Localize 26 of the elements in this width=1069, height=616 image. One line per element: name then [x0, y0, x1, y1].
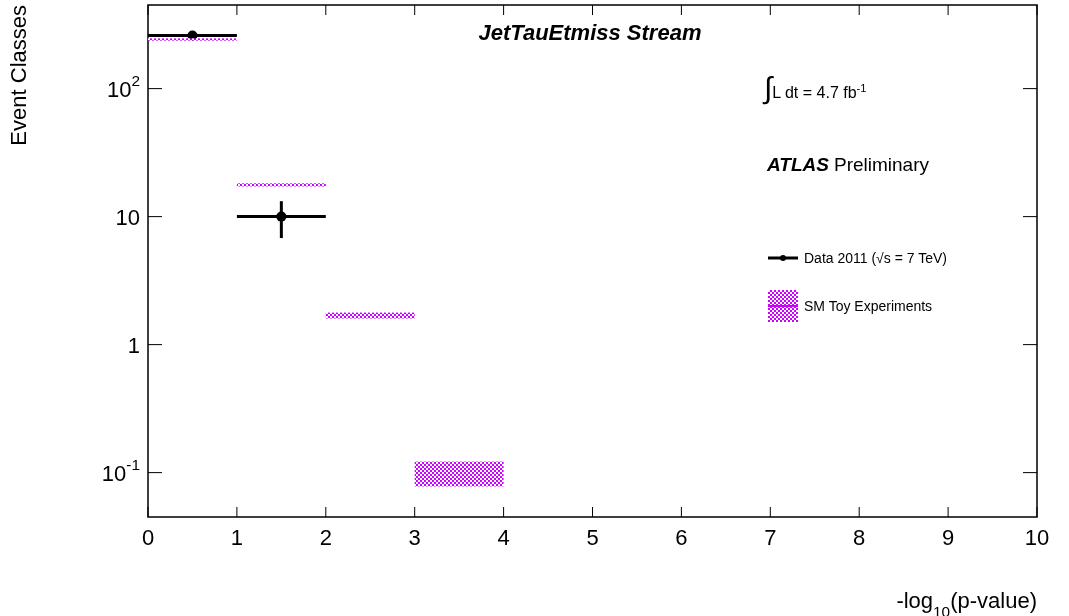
bar	[414, 461, 504, 487]
y-axis-title: Event Classes	[6, 5, 31, 146]
bar	[148, 38, 237, 41]
x-tick-label: 2	[319, 525, 332, 550]
bar	[236, 183, 326, 187]
x-tick-label: 0	[141, 525, 155, 550]
x-tick-label: 1	[230, 525, 244, 550]
x-tick-label: 8	[853, 525, 866, 550]
y-tick-label: 10	[115, 204, 140, 230]
y-tick-label: 10$^{-1}$	[101, 455, 140, 486]
y-tick-label: 1	[127, 332, 140, 358]
x-tick-label: 4	[497, 525, 510, 550]
annotation: ∫L dt = 4.7 fb$^{-1}$	[762, 71, 867, 105]
x-tick-label: 7	[764, 525, 777, 550]
annotation: JetTauEtmiss Stream	[478, 20, 702, 45]
x-tick-label: 9	[941, 525, 955, 550]
annotation: ATLAS	[766, 154, 830, 175]
annotation: Preliminary	[834, 154, 930, 175]
x-axis-title: -log$_{10}$(p-value)	[896, 588, 1037, 616]
x-tick-label: 10	[1024, 525, 1050, 550]
legend-label: SM Toy Experiments	[804, 298, 933, 314]
x-tick-label: 5	[586, 525, 599, 550]
x-tick-label: 6	[675, 525, 688, 550]
x-tick-label: 3	[408, 525, 421, 550]
legend-label: Data 2011 (√s = 7 TeV)	[804, 250, 947, 266]
y-tick-label: 10$^{2}$	[106, 71, 140, 102]
